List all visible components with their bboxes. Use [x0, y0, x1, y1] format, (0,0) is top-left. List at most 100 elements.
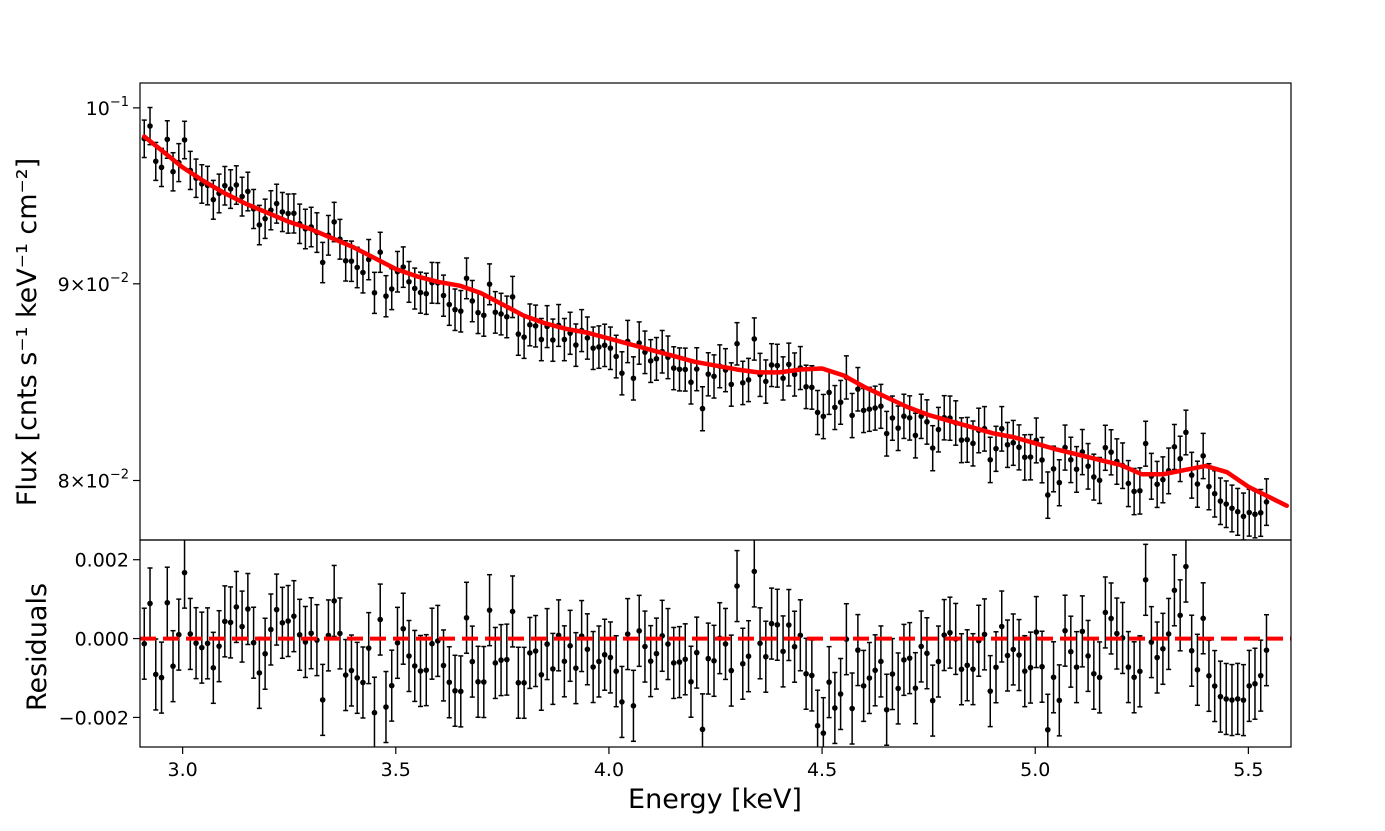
data-point — [630, 356, 637, 401]
data-point — [1171, 423, 1178, 471]
residual-point — [596, 625, 602, 698]
residual-point — [348, 634, 355, 707]
x-tick-label: 3.0 — [168, 759, 198, 781]
data-point — [901, 393, 907, 440]
data-point — [532, 304, 539, 348]
residual-point — [1016, 618, 1022, 692]
data-point — [365, 238, 372, 281]
residual-point — [711, 624, 717, 698]
y-tick-label: 9×10−2 — [58, 271, 129, 296]
residual-point — [814, 689, 821, 747]
data-point — [688, 359, 694, 405]
residual-point — [1171, 554, 1178, 627]
residual-point — [486, 573, 493, 647]
residual-point — [1211, 649, 1218, 723]
residual-point — [1188, 614, 1195, 687]
residual-point — [1240, 663, 1247, 737]
residual-point — [728, 634, 735, 707]
residual-point — [797, 599, 804, 672]
data-point — [670, 346, 677, 391]
residual-point — [152, 638, 159, 711]
spectrum-data-points — [141, 106, 1270, 540]
data-point — [1062, 424, 1068, 471]
residual-point — [406, 619, 412, 693]
residual-point — [786, 588, 792, 662]
residual-point — [820, 696, 827, 747]
x-tick-label: 4.5 — [807, 759, 837, 781]
residual-point — [619, 665, 625, 739]
residual-point — [837, 657, 844, 731]
residual-point — [860, 649, 867, 723]
x-tick-label: 5.0 — [1020, 759, 1050, 781]
residual-point — [647, 624, 654, 698]
residual-point — [394, 606, 401, 680]
data-point — [1085, 442, 1091, 490]
data-point — [935, 406, 942, 453]
data-point — [1234, 487, 1241, 536]
residual-point — [1194, 633, 1201, 707]
data-point — [774, 343, 781, 388]
residual-point — [774, 588, 781, 662]
data-point — [763, 359, 769, 404]
residual-point — [872, 634, 878, 707]
y-tick-label: 0.000 — [75, 629, 129, 651]
data-point — [1183, 409, 1189, 456]
data-point — [786, 342, 792, 387]
data-point — [642, 330, 648, 375]
residual-point — [768, 587, 775, 660]
residual-point — [1114, 597, 1120, 670]
residual-point — [975, 604, 982, 677]
data-point — [1108, 428, 1114, 476]
residual-point — [199, 611, 205, 684]
residual-point — [498, 623, 504, 697]
residual-point — [1148, 605, 1155, 679]
residual-point — [1027, 631, 1034, 704]
residual-point — [1234, 662, 1241, 736]
residual-point — [532, 614, 539, 688]
data-point — [452, 288, 458, 332]
residual-point — [1021, 634, 1028, 708]
residual-point — [929, 664, 936, 737]
data-point — [1131, 467, 1137, 516]
data-point — [1044, 471, 1051, 520]
residual-point — [325, 599, 332, 672]
spectrum-y-axis-title: Flux [cnts s⁻¹ keV⁻¹ cm⁻²] — [12, 158, 43, 506]
data-point — [227, 169, 234, 210]
data-point — [1010, 419, 1017, 467]
residual-point — [302, 605, 309, 679]
data-point — [400, 246, 407, 289]
data-point — [256, 204, 263, 246]
energy-x-ticks: 3.0 3.5 4.0 4.5 5.0 5.5 — [168, 747, 1263, 781]
data-point — [567, 311, 573, 356]
data-point — [918, 393, 924, 440]
energy-x-axis-title: Energy [keV] — [628, 784, 802, 815]
data-point — [1004, 421, 1011, 469]
data-point — [216, 173, 222, 214]
data-point — [446, 283, 453, 327]
residual-point — [411, 629, 418, 703]
residual-point — [561, 625, 568, 698]
residual-point — [504, 623, 510, 696]
residuals-y-axis-title: Residuals — [22, 583, 53, 711]
data-point — [878, 383, 884, 430]
data-point — [601, 323, 608, 368]
residual-point — [642, 610, 648, 683]
residual-point — [889, 637, 896, 711]
data-point — [388, 267, 395, 311]
residual-point — [193, 606, 199, 680]
residual-point — [912, 651, 919, 725]
residual-point — [1004, 619, 1011, 692]
residual-point — [1154, 621, 1160, 694]
residual-point — [1131, 641, 1137, 714]
x-tick-label: 4.0 — [594, 759, 624, 781]
residual-point — [1229, 663, 1235, 737]
residuals-y-ticks: 0.002 0.000 −0.002 — [59, 550, 140, 729]
data-point — [469, 279, 476, 323]
data-point — [1246, 488, 1253, 537]
residual-point — [970, 632, 976, 706]
residual-point — [319, 663, 326, 737]
residual-point — [429, 607, 435, 680]
data-point — [342, 240, 349, 282]
data-point — [371, 271, 378, 315]
residual-point — [446, 646, 453, 719]
